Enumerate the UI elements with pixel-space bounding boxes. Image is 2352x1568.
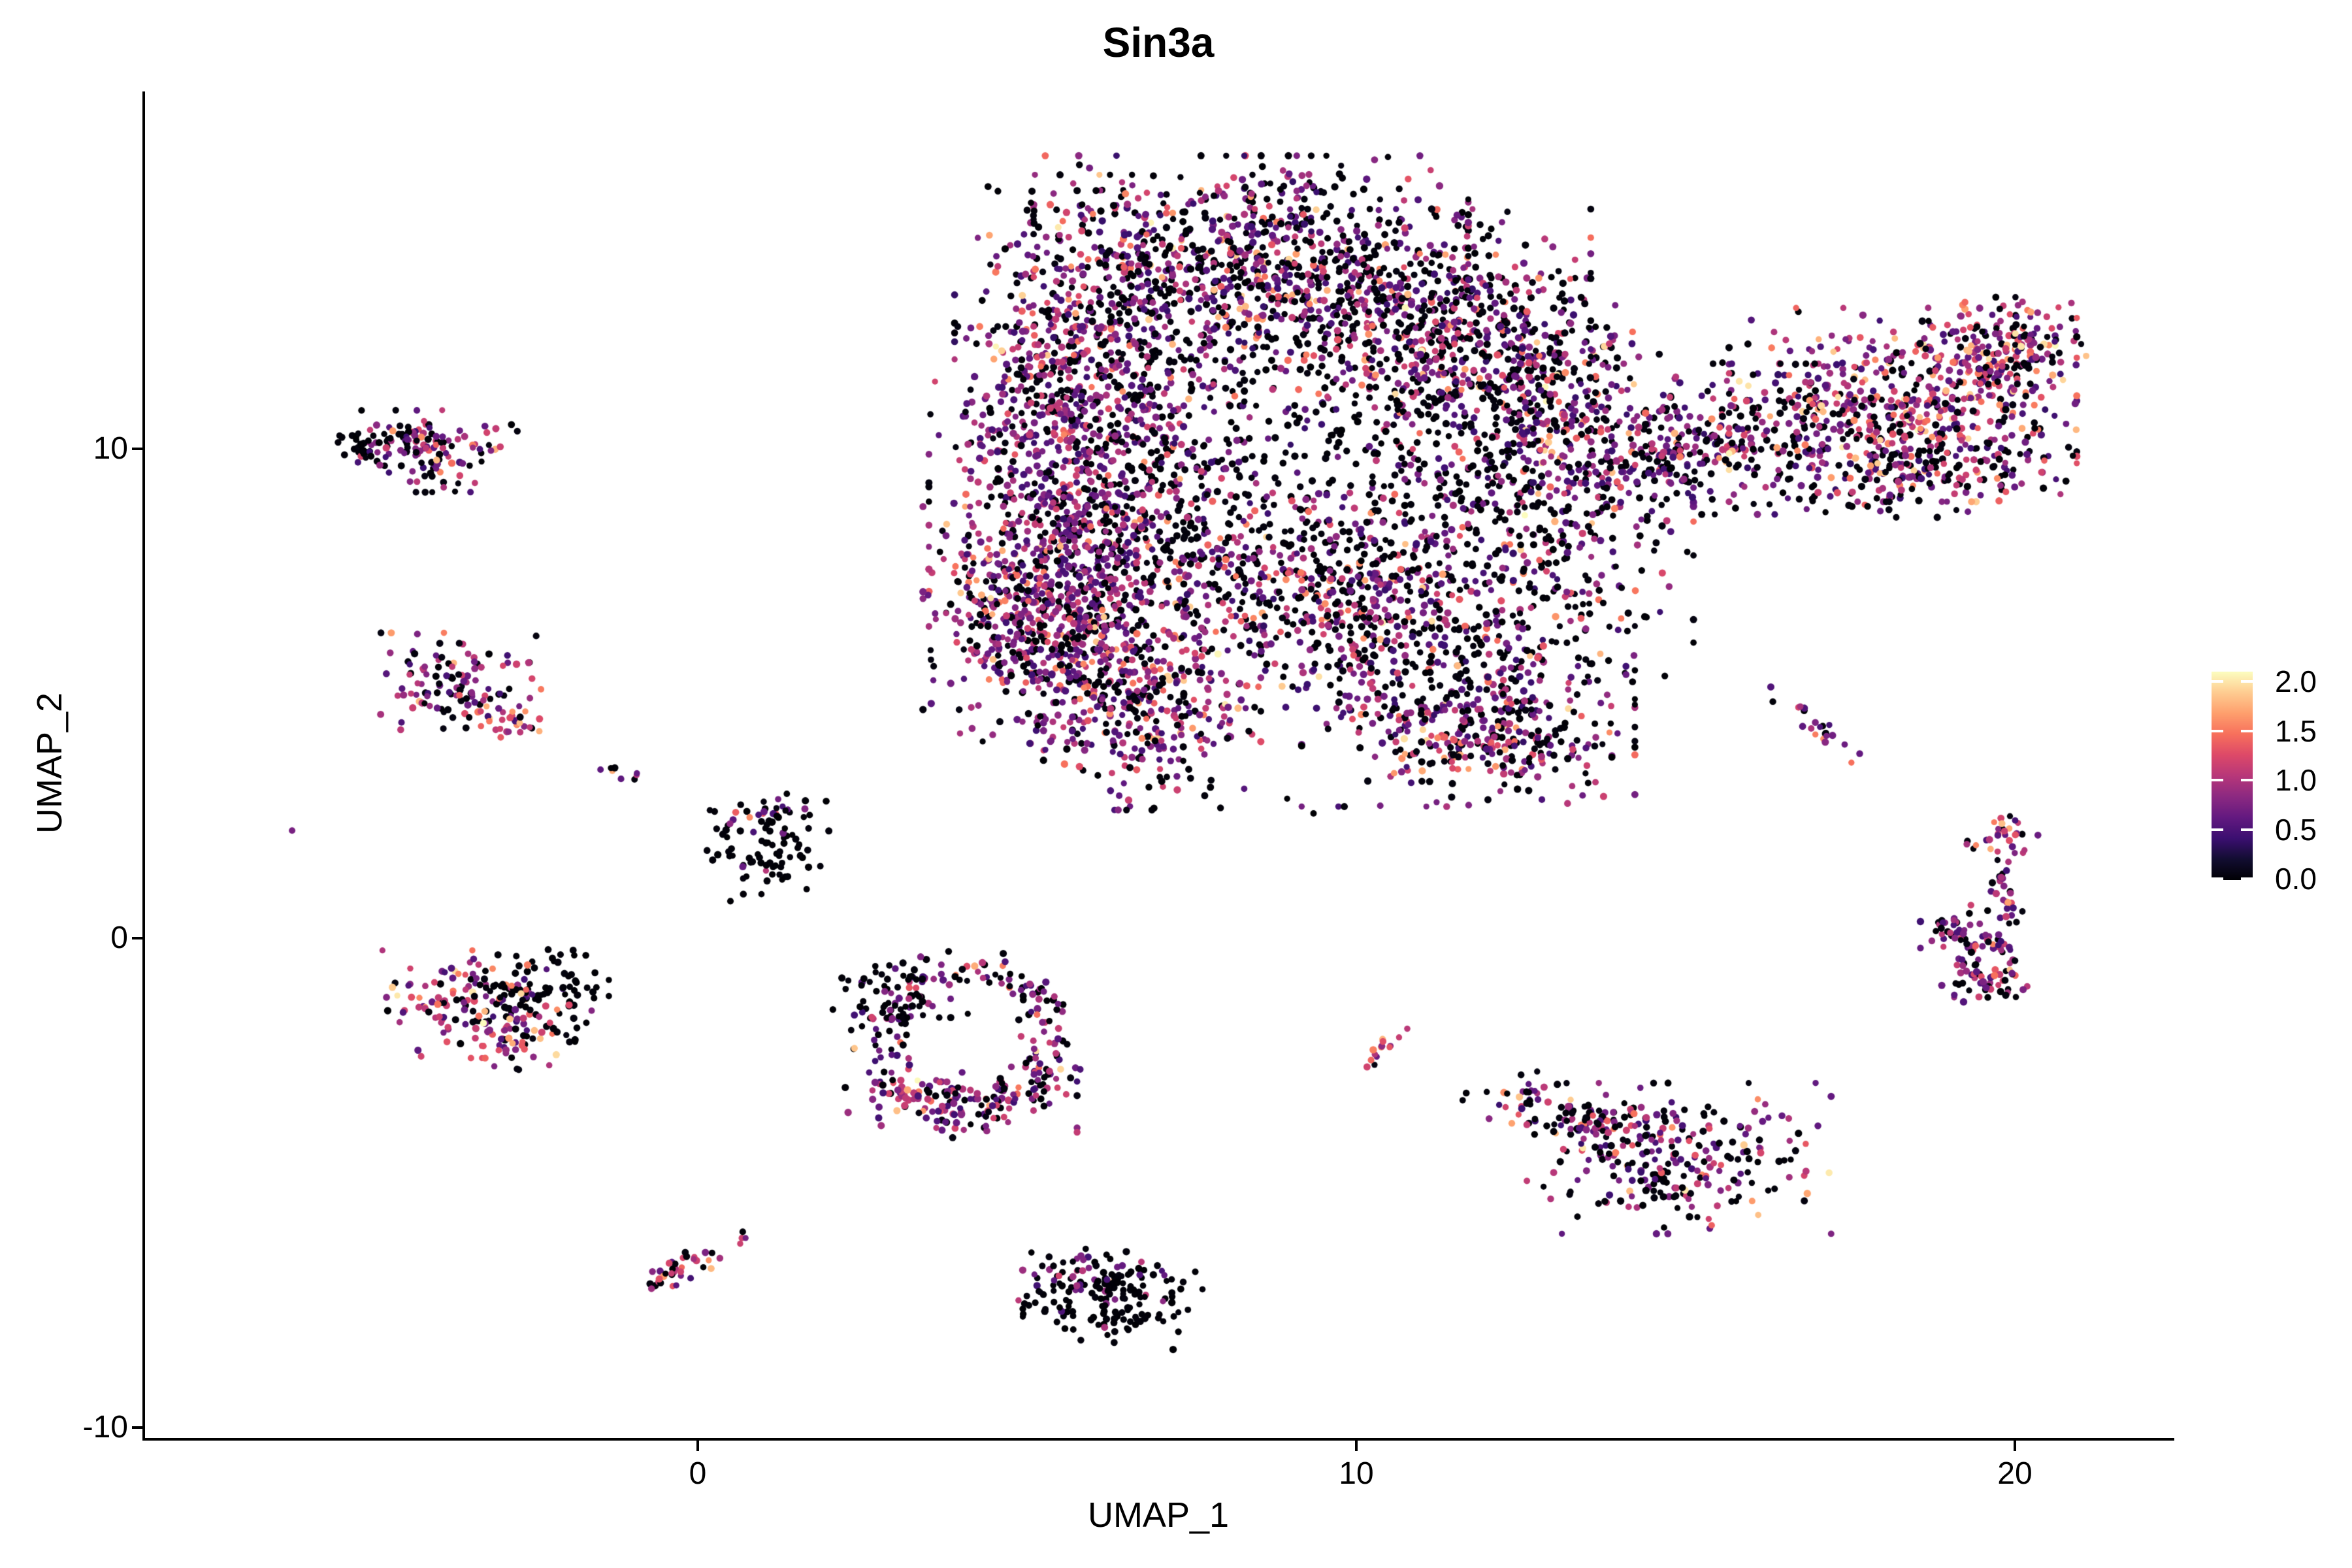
x-axis-title: UMAP_1: [1087, 1495, 1230, 1535]
legend-tick-label: 0.0: [2275, 862, 2317, 896]
legend-tick-label: 1.5: [2275, 713, 2317, 748]
legend-tick-mark: [2212, 729, 2223, 732]
legend-tick-mark: [2241, 729, 2253, 732]
x-axis-line: [142, 1438, 2174, 1441]
legend-tick-mark: [2241, 680, 2253, 683]
x-tick-label: 20: [1997, 1456, 2033, 1491]
x-tick-mark: [2014, 1441, 2016, 1451]
legend-tick-mark: [2212, 779, 2223, 781]
y-tick-label: -10: [82, 1410, 128, 1445]
plot-title: Sin3a: [1102, 19, 1215, 66]
y-axis-title: UMAP_2: [30, 692, 69, 834]
legend-tick-mark: [2241, 877, 2253, 880]
legend-tick-mark: [2212, 877, 2223, 880]
legend-tick-label: 1.0: [2275, 763, 2317, 797]
legend-tick-label: 0.5: [2275, 812, 2317, 847]
legend-tick-mark: [2212, 680, 2223, 683]
x-tick-label: 0: [689, 1456, 707, 1491]
x-tick-mark: [696, 1441, 699, 1451]
y-tick-mark: [132, 937, 142, 939]
x-tick-label: 10: [1339, 1456, 1374, 1491]
y-axis-line: [142, 91, 145, 1441]
y-tick-label: 0: [110, 921, 128, 955]
legend-tick-label: 2.0: [2275, 664, 2317, 698]
y-tick-mark: [132, 448, 142, 450]
legend-colorbar: [2212, 672, 2253, 880]
legend-tick-mark: [2241, 779, 2253, 781]
y-tick-label: 10: [93, 431, 128, 466]
y-tick-mark: [132, 1426, 142, 1429]
x-tick-mark: [1355, 1441, 1358, 1451]
legend-tick-mark: [2212, 828, 2223, 831]
legend-tick-mark: [2241, 828, 2253, 831]
